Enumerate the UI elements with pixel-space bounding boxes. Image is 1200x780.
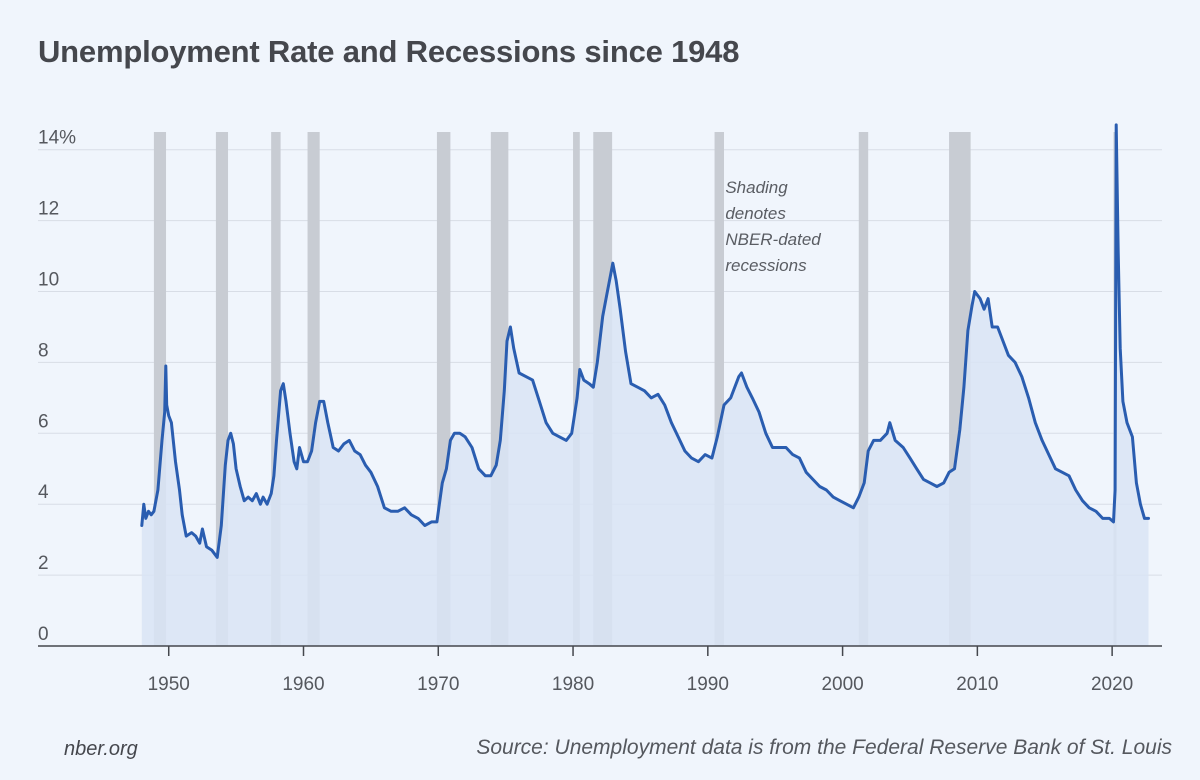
x-tick-label: 2010: [956, 674, 998, 695]
y-tick-label: 0: [38, 624, 49, 645]
axis-layer: 0 2 4 6 8 10 12 14% 1950 1960 1970 1980 1990 2000 2010…: [38, 128, 1162, 695]
annotation-text: recessions: [725, 256, 807, 275]
series-area: [141, 124, 1149, 646]
recession-band: [573, 132, 580, 646]
x-tick-label: 1980: [552, 674, 594, 695]
x-tick-label: 1990: [687, 674, 729, 695]
x-tick-label: 1970: [417, 674, 459, 695]
source-note: Source: Unemployment data is from the Fe…: [476, 736, 1172, 759]
x-tick-label: 2000: [821, 674, 863, 695]
recession-band: [858, 132, 869, 646]
y-tick-label: 10: [38, 270, 59, 291]
y-tick-label: 2: [38, 553, 49, 574]
x-tick-label: 2020: [1091, 674, 1133, 695]
series-line: [140, 123, 1150, 559]
x-tick-label: 1950: [148, 674, 190, 695]
y-tick-label: 4: [38, 482, 49, 503]
site-label: nber.org: [64, 738, 138, 760]
x-tick-label: 1960: [282, 674, 324, 695]
annotation-text: denotes: [725, 204, 786, 223]
recession-band: [271, 132, 281, 646]
chart-title: Unemployment Rate and Recessions since 1…: [38, 34, 740, 69]
annotation-text: Shading: [725, 178, 788, 197]
y-tick-label: 6: [38, 411, 49, 432]
y-tick-label: 12: [38, 199, 59, 220]
series-layer: [140, 123, 1150, 646]
y-tick-label: 8: [38, 340, 49, 361]
annotation-text: NBER-dated: [725, 230, 821, 249]
y-tick-label: 14%: [38, 128, 76, 149]
annotation-layer: Shading denotes NBER-dated recessions: [725, 178, 821, 275]
recession-band: [714, 132, 724, 646]
